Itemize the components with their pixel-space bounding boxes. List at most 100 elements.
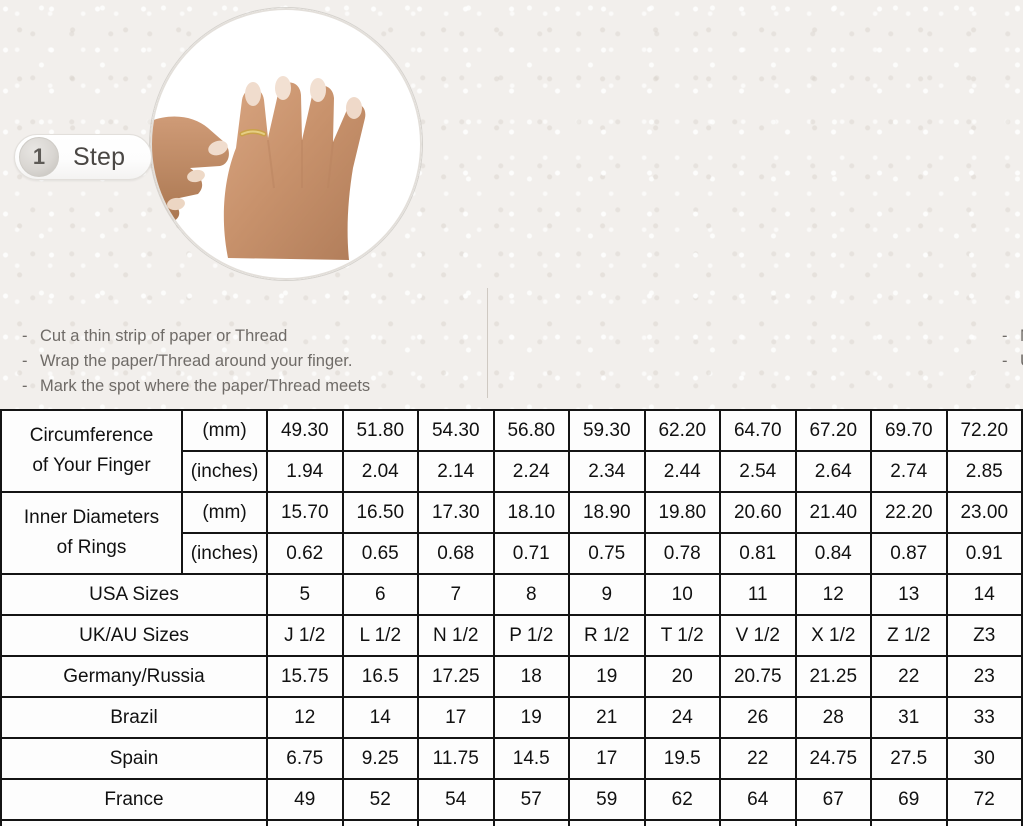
bullet-dash: - [1002,352,1008,370]
table-cell: 2.74 [870,450,948,493]
table-cell: 28 [794,696,872,739]
table-row: UK/AU Sizes J 1/2 L 1/2 N 1/2 P 1/2 R 1/2 T 1/… [0,614,1023,657]
table-cell: 0.65 [341,532,419,575]
instruction-text: Measure the length of the thread with yo… [1020,327,1023,345]
row-unit-label: (mm) [181,409,268,452]
row-group-label-line: Circumference [29,425,154,446]
table-cell: 15.75 [266,655,344,698]
table-cell: 59.30 [568,409,646,452]
table-cell: 57 [492,778,570,821]
table-cell: 72.20 [945,409,1023,452]
row-group-label-line: Inner Diameters [23,507,160,528]
table-cell: 2.04 [341,450,419,493]
table-cell: P 1/2 [492,614,570,657]
table-cell: 62 [643,778,721,821]
instruction-text: Wrap the paper/Thread around your finger… [40,352,353,370]
table-cell: Z 1/2 [870,614,948,657]
table-cell: 64 [719,778,797,821]
step-1-instructions: - Cut a thin strip of paper or Thread - Wr… [22,324,370,399]
table-cell: 9.25 [341,737,419,780]
table-cell: 72 [945,778,1023,821]
row-label: France [0,778,268,821]
step-1-label: Step [73,142,126,171]
table-cell: 54 [417,778,495,821]
table-cell: 69.70 [870,409,948,452]
step-1-badge: 1 Step [14,134,153,180]
row-group-label: Inner Diameters of Rings [0,491,183,575]
table-cell: 21.40 [794,491,872,534]
table-cell: 0.81 [719,532,797,575]
row-label: USA Sizes [0,573,268,616]
table-cell: 19 [568,655,646,698]
table-row: Brazil 12 14 17 19 21 24 26 28 31 33 [0,696,1023,739]
table-cell: T 1/2 [643,614,721,657]
table-cell: 16.50 [341,491,419,534]
table-cell: 27.5 [870,737,948,780]
table-cell: 0.84 [794,532,872,575]
table-cell: 15.70 [266,491,344,534]
row-unit-label: (inches) [181,450,268,493]
table-cell: 19.5 [643,737,721,780]
table-cell: 59 [568,778,646,821]
table-cell: 2.34 [568,450,646,493]
instruction-text: Cut a thin strip of paper or Thread [40,327,288,345]
ring-size-table: Circumference of Your Finger (mm) 49.30 51.8… [0,409,1023,826]
table-cell: 1.94 [266,450,344,493]
table-row: Spain 6.75 9.25 11.75 14.5 17 19.5 22 24.75 27.5 3… [0,737,1023,780]
instruction-text: Mark the spot where the paper/Thread mee… [40,377,371,395]
step-2-instructions: - Measure the length of the thread with y… [1002,324,1023,374]
table-cell: 6.75 [266,737,344,780]
table-cell: 10 [643,573,721,616]
table-cell: 14 [341,696,419,739]
table-row: Inner Diameters of Rings (mm) 15.70 16.50 17.… [0,491,1023,575]
table-cell: 12 [266,696,344,739]
bullet-dash: - [22,327,28,345]
instruction-line: - Wrap the paper/Thread around your finge… [22,349,370,374]
table-cell: 18.90 [568,491,646,534]
table-cell: 18.10 [492,491,570,534]
row-label: Germany/Russia [0,655,268,698]
table-cell: 0.62 [266,532,344,575]
row-group-label: Circumference of Your Finger [0,409,183,493]
table-cell: 24 [643,696,721,739]
row-label: Spain [0,737,268,780]
table-cell: 9 [568,573,646,616]
table-cell: 18 [492,655,570,698]
step-1-number: 1 [19,137,59,177]
table-cell: 17.25 [417,655,495,698]
table-cell: 12 [794,573,872,616]
table-row: Germany/Russia 15.75 16.5 17.25 18 19 20 20.75 2… [0,655,1023,698]
table-cell: 14 [417,819,495,826]
table-cell: 2.44 [643,450,721,493]
table-cell: X 1/2 [794,614,872,657]
row-label: Brazil [0,696,268,739]
row-label: UK/AU Sizes [0,614,268,657]
table-cell: 23.00 [945,491,1023,534]
table-cell: 19.80 [643,491,721,534]
instruction-line: - Mark the spot where the paper/Thread me… [22,374,370,399]
table-cell: 0.78 [643,532,721,575]
table-cell: N 1/2 [417,614,495,657]
table-cell: L 1/2 [341,614,419,657]
table-cell: 20.75 [719,655,797,698]
table-cell: 21.25 [794,655,872,698]
bullet-dash: - [1002,327,1008,345]
table-cell: J 1/2 [266,614,344,657]
table-cell: 69 [870,778,948,821]
table-cell: 17 [417,696,495,739]
table-cell: 30 [945,737,1023,780]
step-2-panel: 1 2 3 4 [488,0,1023,410]
table-cell: 26 [719,696,797,739]
table-cell: 17 [568,737,646,780]
bullet-dash: - [22,377,28,395]
table-row: (inches) 0.62 0.65 0.68 0.71 0.75 0.78 0.81 0.84… [1,532,1023,575]
table-cell: 49.30 [266,409,344,452]
table-cell: 22.20 [870,491,948,534]
table-cell: 51.80 [341,409,419,452]
table-cell: 0.68 [417,532,495,575]
table-cell: 54.30 [417,409,495,452]
table-cell: 33 [945,696,1023,739]
table-cell: 9 [266,819,344,826]
table-cell: V 1/2 [719,614,797,657]
table-cell: 5 [266,573,344,616]
